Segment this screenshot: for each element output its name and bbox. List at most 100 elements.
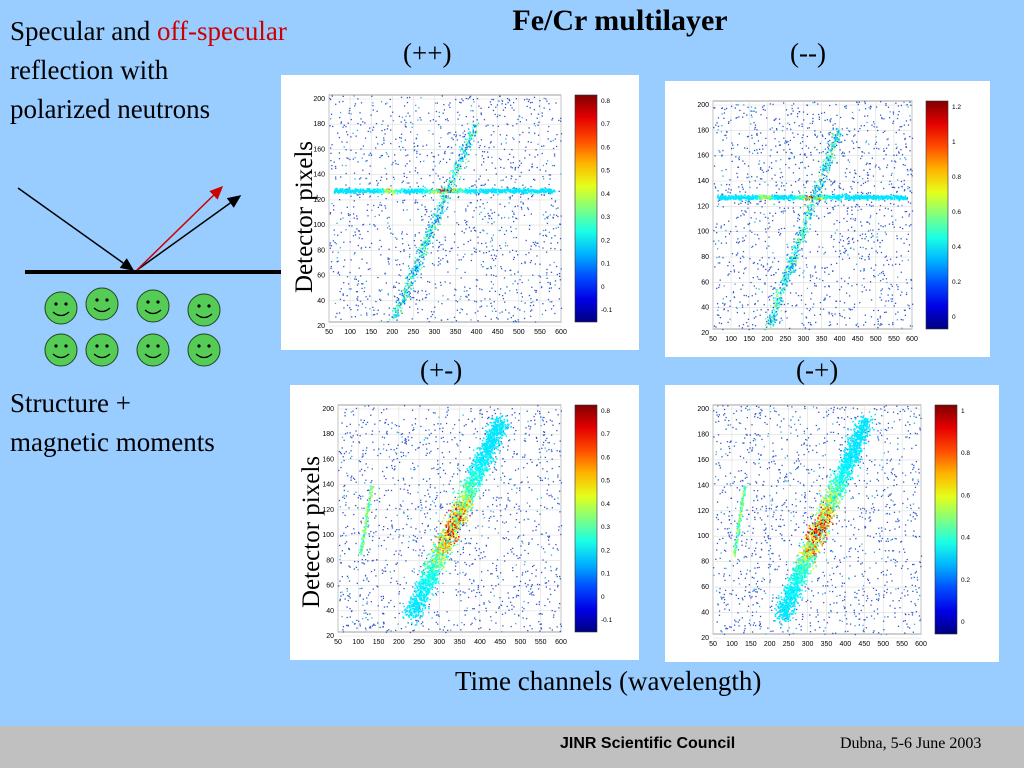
incident-beam — [17, 187, 135, 271]
colorbar-tick-label: 0.7 — [601, 121, 610, 128]
x-tick-label: 50 — [709, 336, 717, 343]
x-tick-label: 450 — [492, 329, 504, 336]
y-tick-label: 80 — [701, 254, 709, 261]
smiley-face-icon — [136, 333, 170, 367]
plot-panel-mp: 50 100 150 200 250 300 350 400 450 500 550 600 200 18… — [665, 385, 999, 662]
x-tick-label: 450 — [852, 336, 864, 343]
x-tick-label: 300 — [429, 329, 441, 336]
x-tick-label: 250 — [408, 329, 420, 336]
colorbar-tick-label: 0.4 — [601, 501, 610, 508]
footer-date: Dubna, 5-6 June 2003 — [840, 735, 982, 752]
colorbar-tick-label: 0 — [961, 619, 965, 626]
x-tick-label: 550 — [535, 639, 547, 646]
off-specular-beam — [136, 185, 224, 271]
y-tick-label: 40 — [701, 610, 709, 617]
x-tick-label: 50 — [709, 641, 717, 648]
y-tick-label: 140 — [697, 482, 709, 489]
smiley-face-icon — [187, 293, 221, 327]
x-tick-label: 300 — [434, 639, 446, 646]
colorbar-tick-label: 0.6 — [601, 144, 610, 151]
x-tick-label: 400 — [834, 336, 846, 343]
smiley-face-icon — [85, 333, 119, 367]
y-tick-label: 60 — [701, 584, 709, 591]
detector-counts — [713, 101, 914, 331]
scatter-plot-pm: 50 100 150 200 250 300 350 400 450 500 550 60020018… — [322, 404, 613, 646]
plot-panel-pp: 50 100 150 200 250 300 350 400 450 500 550 600 200 18… — [281, 75, 639, 350]
y-tick-label: 160 — [322, 456, 334, 463]
colorbar-tick-label: -0.1 — [601, 307, 613, 314]
colorbar-tick-label: 1 — [961, 408, 965, 415]
smiley-face-icon — [44, 291, 78, 325]
y-tick-label: 100 — [697, 229, 709, 236]
x-tick-label: 550 — [534, 329, 546, 336]
x-tick-label: 500 — [515, 639, 527, 646]
x-tick-label: 600 — [555, 329, 567, 336]
x-tick-label: 100 — [725, 336, 737, 343]
x-tick-label: 450 — [494, 639, 506, 646]
plot-panel-pm: 50 100 150 200 250 300 350 400 450 500 550 600 200 18… — [290, 385, 639, 660]
colorbar-tick-label: 0.8 — [601, 408, 610, 415]
y-tick-label: 120 — [322, 507, 334, 514]
colorbar-tick-label: 0 — [952, 314, 956, 321]
x-tick-label: 400 — [471, 329, 483, 336]
x-tick-label: 600 — [906, 336, 918, 343]
y-tick-label: 20 — [326, 633, 334, 640]
magnetic-moments-faces — [44, 287, 221, 367]
x-tick-label: 50 — [334, 639, 342, 646]
panel-label-pm: (+-) — [420, 355, 463, 385]
x-tick-label: 300 — [802, 641, 814, 648]
y-tick-label: 80 — [317, 247, 325, 254]
x-tick-label: 550 — [896, 641, 908, 648]
intro-part1: Specular and — [10, 16, 157, 46]
y-tick-label: 100 — [697, 533, 709, 540]
x-tick-label: 350 — [450, 329, 462, 336]
colorbar-tick-label: 0 — [601, 284, 605, 291]
x-tick-label: 500 — [877, 641, 889, 648]
y-tick-label: 180 — [313, 121, 325, 128]
y-axis-label-top: Detector pixels — [291, 140, 318, 294]
y-tick-label: 120 — [697, 203, 709, 210]
x-tick-label: 250 — [783, 641, 795, 648]
y-tick-label: 40 — [701, 305, 709, 312]
y-tick-label: 20 — [701, 635, 709, 642]
specular-beam — [136, 195, 242, 271]
colorbar-tick-label: 0.1 — [601, 261, 610, 268]
colorbar-tick-label: 0.7 — [601, 431, 610, 438]
colorbar — [574, 404, 598, 633]
x-tick-label: 50 — [325, 329, 333, 336]
colorbar-tick-label: 1 — [952, 139, 956, 146]
structure-text: Structure + magnetic moments — [10, 384, 215, 462]
x-tick-label: 100 — [352, 639, 364, 646]
colorbar-tick-label: 0.8 — [952, 174, 961, 181]
x-tick-label: 400 — [474, 639, 486, 646]
y-tick-label: 200 — [697, 406, 709, 413]
colorbar-tick-label: -0.1 — [601, 617, 613, 624]
y-tick-label: 80 — [701, 559, 709, 566]
y-tick-label: 20 — [317, 323, 325, 330]
colorbar-tick-label: 0.6 — [601, 454, 610, 461]
colorbar-tick-label: 0.2 — [601, 547, 610, 554]
y-tick-label: 120 — [697, 508, 709, 515]
intro-highlight: off-specular — [156, 16, 287, 46]
y-tick-label: 100 — [322, 532, 334, 539]
colorbar-tick-label: 0.6 — [952, 209, 961, 216]
colorbar — [934, 404, 958, 635]
x-tick-label: 150 — [743, 336, 755, 343]
intro-part3: polarized neutrons — [10, 94, 211, 124]
x-tick-label: 150 — [745, 641, 757, 648]
y-tick-label: 160 — [697, 457, 709, 464]
x-tick-label: 450 — [858, 641, 870, 648]
x-tick-label: 150 — [365, 329, 377, 336]
colorbar-tick-label: 0.6 — [961, 492, 970, 499]
y-tick-label: 100 — [313, 222, 325, 229]
y-tick-label: 200 — [313, 96, 325, 103]
y-tick-label: 140 — [313, 172, 325, 179]
x-axis-label: Time channels (wavelength) — [455, 666, 762, 696]
smiley-face-icon — [44, 333, 78, 367]
y-tick-label: 160 — [697, 153, 709, 160]
y-tick-label: 200 — [322, 406, 334, 413]
colorbar-tick-label: 0.4 — [601, 191, 610, 198]
colorbar-tick-label: 0.8 — [601, 98, 610, 105]
panel-label-pp: (++) — [403, 38, 452, 68]
smiley-face-icon — [136, 289, 170, 323]
